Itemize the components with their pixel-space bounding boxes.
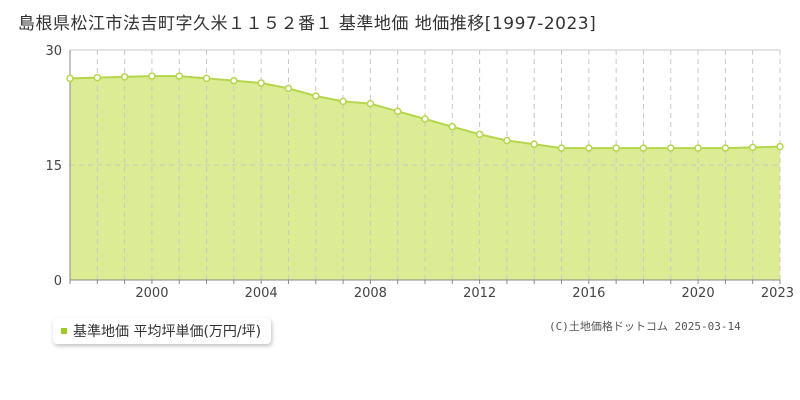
data-point (748, 143, 757, 152)
data-point (639, 144, 648, 152)
data-point (339, 97, 347, 106)
data-point (148, 72, 156, 80)
y-tick-label: 30 (45, 44, 62, 59)
data-point (721, 144, 730, 152)
x-tick-label: 2008 (354, 286, 387, 301)
data-point (694, 144, 702, 152)
data-point (475, 130, 484, 139)
chart-legend: 基準地価 平均坪単価(万円/坪) (53, 318, 272, 344)
chart-title: 島根県松江市法吉町字久米１１５２番１ 基準地価 地価推移[1997-2023] (18, 14, 597, 34)
x-tick-label: 2000 (135, 286, 168, 301)
data-point (667, 144, 675, 152)
data-point (93, 73, 102, 82)
data-point (530, 140, 538, 149)
y-tick-label: 15 (45, 159, 62, 174)
x-tick-label: 2016 (572, 286, 605, 301)
data-point (175, 72, 183, 80)
x-tick-label: 2012 (463, 286, 496, 301)
copyright-text: (C)土地価格ドットコム 2025-03-14 (549, 320, 741, 333)
data-point (585, 144, 593, 152)
data-point (421, 115, 429, 123)
data-point (366, 99, 375, 108)
data-point (448, 122, 457, 131)
x-tick-label: 2004 (245, 286, 278, 301)
data-point (312, 92, 320, 100)
legend-swatch (61, 328, 67, 334)
y-tick-label: 0 (54, 274, 62, 289)
x-tick-label: 2023 (761, 286, 794, 301)
x-tick-label: 2020 (682, 286, 715, 301)
data-point (257, 79, 265, 87)
data-point (120, 73, 129, 81)
data-point (503, 136, 511, 145)
data-point (284, 84, 293, 93)
data-point (66, 74, 74, 83)
data-point (393, 107, 402, 116)
data-point (230, 76, 238, 85)
data-point (776, 142, 784, 151)
legend-label: 基準地価 平均坪単価(万円/坪) (73, 324, 262, 340)
data-point (557, 144, 566, 152)
data-point (612, 144, 620, 152)
data-point (202, 74, 211, 83)
